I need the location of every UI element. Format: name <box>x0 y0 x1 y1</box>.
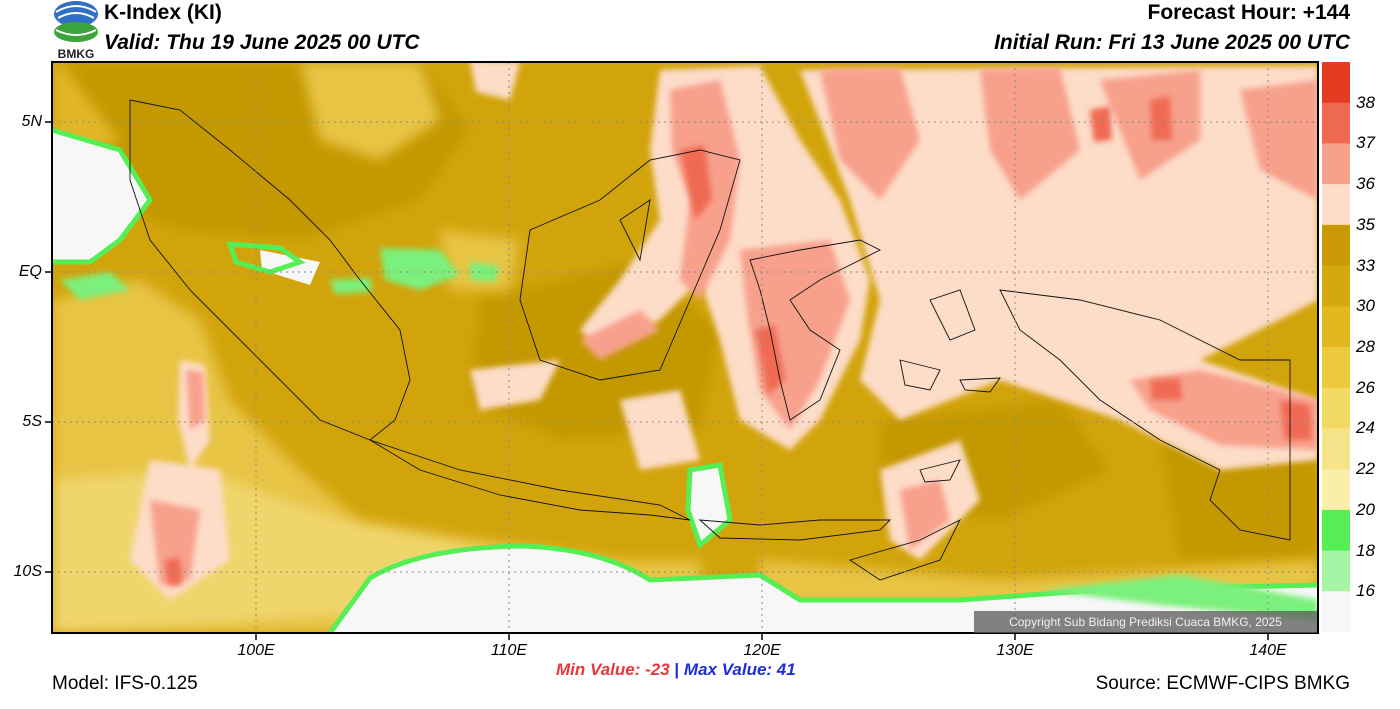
colorbar-swatch <box>1322 509 1350 552</box>
colorbar-label: 24 <box>1356 418 1375 438</box>
axis-ticks <box>45 121 1269 640</box>
colorbar-swatch <box>1322 550 1350 592</box>
min-max-values: Min Value: -23 | Max Value: 41 <box>556 660 796 680</box>
colorbar-swatch <box>1322 469 1350 511</box>
lon-label-130e: 130E <box>996 642 1034 659</box>
chart-title: K-Index (KI) <box>104 1 222 24</box>
coastlines <box>129 99 1291 581</box>
valid-time: Valid: Thu 19 June 2025 00 UTC <box>104 31 420 54</box>
lat-label-5s: 5S <box>22 413 42 430</box>
colorbar-label: 28 <box>1356 337 1375 356</box>
colorbar-label: 33 <box>1356 255 1375 275</box>
colorbar-label: 18 <box>1356 540 1375 560</box>
lat-label-10s: 10S <box>13 563 42 580</box>
initial-run: Initial Run: Fri 13 June 2025 00 UTC <box>994 31 1350 54</box>
colorbar-swatch <box>1322 265 1350 307</box>
lon-label-110e: 110E <box>490 642 528 659</box>
lon-label-100e: 100E <box>237 642 275 659</box>
lon-label-140e: 140E <box>1249 642 1287 659</box>
forecast-hour: Forecast Hour: +144 <box>1147 1 1351 24</box>
map-frame <box>51 61 1319 634</box>
data-source: Source: ECMWF-CIPS BMKG <box>1095 673 1350 694</box>
lat-label-5n: 5N <box>21 113 42 130</box>
field-very-high-values <box>150 68 1318 585</box>
colorbar-swatch <box>1322 591 1350 632</box>
logo-emblem-bottom <box>54 22 98 42</box>
colorbar-label: 30 <box>1356 296 1375 316</box>
lon-label-120e: 120E <box>743 642 781 659</box>
min-max-separator: | <box>674 660 680 679</box>
copyright-notice: Copyright Sub Bidang Prediksi Cuaca BMKG… <box>974 611 1317 633</box>
colorbar <box>1322 62 1350 632</box>
colorbar-swatch <box>1322 347 1350 389</box>
colorbar-swatch <box>1322 62 1350 104</box>
colorbar-label: 35 <box>1356 214 1375 234</box>
colorbar-label: 22 <box>1356 459 1375 479</box>
logo-text: BMKG <box>58 47 95 61</box>
bmkg-logo: BMKG <box>54 1 98 61</box>
lat-lon-grid <box>52 62 1318 633</box>
colorbar-swatch <box>1322 102 1350 144</box>
colorbar-label: 20 <box>1356 499 1375 519</box>
colorbar-label: 16 <box>1356 581 1375 601</box>
field-green-contours <box>52 127 1318 633</box>
field-green-patches <box>60 248 1318 620</box>
colorbar-swatch <box>1322 184 1350 226</box>
min-value: Min Value: -23 <box>556 660 670 679</box>
colorbar-label: 38 <box>1356 92 1375 112</box>
lat-label-eq: EQ <box>18 263 42 280</box>
max-value: Max Value: 41 <box>683 660 796 679</box>
colorbar-label: 37 <box>1356 133 1375 153</box>
colorbar-label: 26 <box>1356 377 1375 397</box>
colorbar-swatch <box>1322 428 1350 470</box>
colorbar-label: 36 <box>1356 174 1375 194</box>
colorbar-swatch <box>1322 143 1350 185</box>
colorbar-swatch <box>1322 387 1350 429</box>
colorbar-swatch <box>1322 224 1350 267</box>
colorbar-swatch <box>1322 306 1350 348</box>
model-name: Model: IFS-0.125 <box>52 673 198 694</box>
